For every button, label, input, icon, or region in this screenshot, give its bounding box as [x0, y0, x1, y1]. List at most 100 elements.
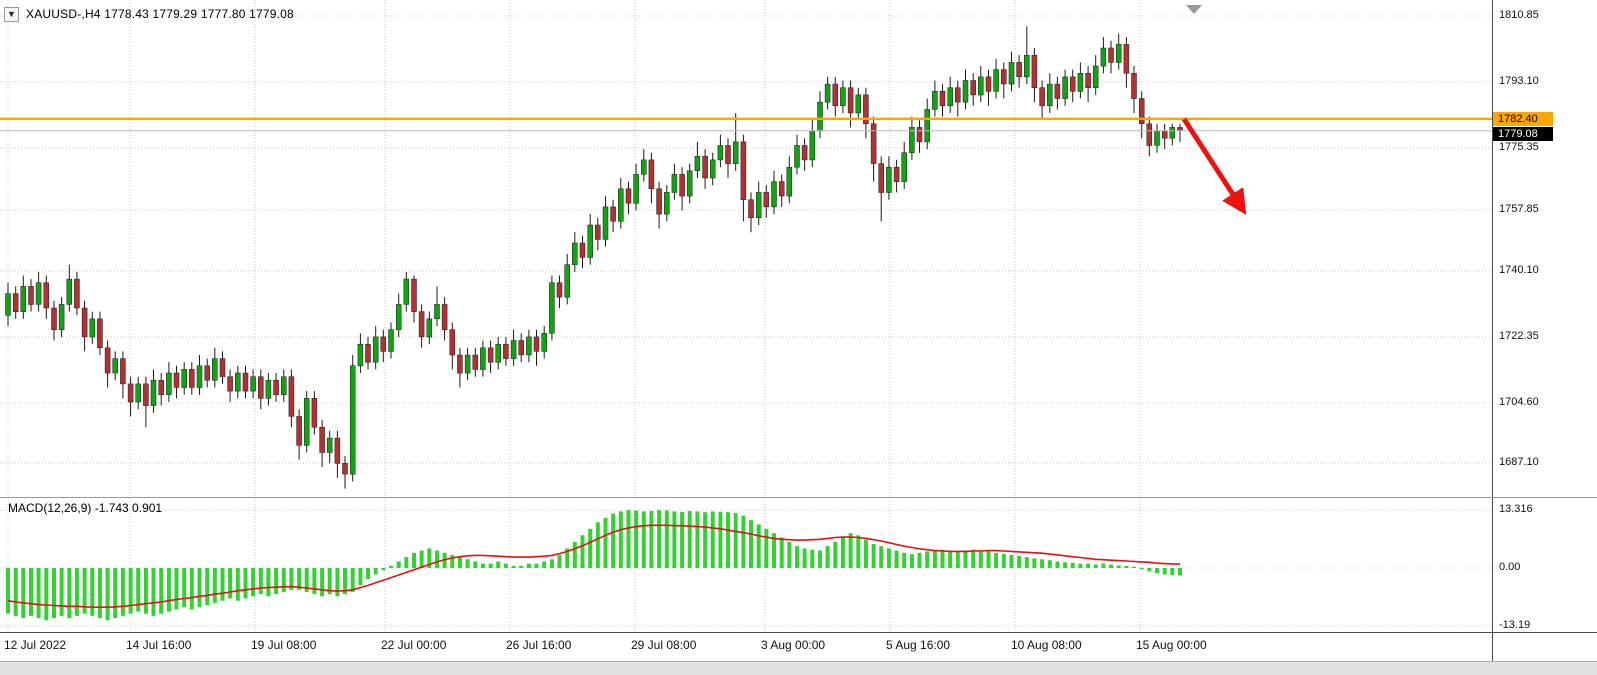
- macd-histogram-bar: [1032, 558, 1037, 568]
- candle-body: [564, 264, 570, 298]
- macd-histogram-bar: [496, 561, 501, 568]
- candle-body: [1054, 83, 1061, 99]
- time-axis-border: [0, 632, 1597, 633]
- macd-histogram-bar: [404, 557, 409, 568]
- candle-body: [817, 101, 823, 132]
- macd-histogram-bar: [450, 554, 455, 568]
- macd-histogram-bar: [871, 544, 876, 568]
- candle-body: [694, 156, 701, 171]
- macd-histogram-bar: [863, 539, 868, 568]
- macd-histogram-bar: [105, 568, 110, 621]
- candle-body: [434, 304, 440, 320]
- macd-histogram-bar: [779, 537, 784, 568]
- candle-body: [43, 282, 50, 309]
- macd-histogram-bar: [82, 568, 87, 614]
- macd-histogram-bar: [626, 510, 631, 568]
- candle-body: [58, 304, 65, 330]
- macd-histogram-bar: [1009, 554, 1014, 568]
- candle-body: [487, 347, 494, 363]
- time-axis[interactable]: 12 Jul 2022 14 Jul 16:00 19 Jul 08:00 22 Ju…: [0, 633, 1492, 660]
- macd-histogram-bar: [840, 537, 845, 568]
- candle-body: [518, 340, 524, 356]
- price-axis[interactable]: 1810.85 1793.10 1775.35 1757.85 1740.10 1722.…: [1493, 0, 1597, 661]
- candle-body: [993, 69, 999, 92]
- macd-axis-label: 13.316: [1499, 503, 1533, 515]
- candle-body: [5, 293, 11, 316]
- candle-body: [717, 145, 724, 161]
- macd-histogram-bar: [389, 565, 393, 568]
- candle-body: [1062, 76, 1068, 99]
- macd-histogram-bar: [856, 535, 861, 568]
- macd-histogram-bar: [565, 548, 570, 568]
- macd-histogram-bar: [848, 533, 853, 568]
- candle-body: [181, 369, 187, 388]
- macd-histogram-bar: [136, 568, 141, 612]
- candle-body: [947, 87, 953, 107]
- candle-body: [602, 206, 609, 240]
- candle-body: [227, 376, 233, 392]
- macd-panel-separator[interactable]: [0, 497, 1597, 498]
- macd-histogram-bar: [396, 561, 401, 568]
- candle-body: [457, 354, 463, 374]
- candle-body: [1092, 65, 1099, 88]
- symbol-dropdown-icon[interactable]: ▼: [4, 6, 19, 22]
- macd-histogram-bar: [1040, 559, 1045, 568]
- macd-histogram-bar: [480, 563, 485, 568]
- macd-histogram-bar: [526, 563, 531, 568]
- macd-histogram-bar: [710, 511, 715, 568]
- candle-body: [372, 336, 379, 363]
- macd-histogram-bar: [205, 568, 210, 605]
- macd-histogram-bar: [373, 568, 378, 575]
- candle-body: [449, 329, 456, 356]
- candle-body: [916, 127, 923, 143]
- macd-histogram-bar: [1147, 568, 1152, 572]
- macd-histogram-bar: [189, 568, 194, 610]
- macd-histogram-bar: [44, 568, 49, 621]
- candle-body: [35, 282, 42, 305]
- macd-histogram-bar: [680, 511, 685, 568]
- macd-histogram-bar: [120, 568, 125, 616]
- candle-body: [1154, 130, 1160, 146]
- candle-body: [357, 343, 364, 367]
- macd-histogram-bar: [36, 568, 41, 619]
- candle-body: [196, 365, 203, 388]
- candle-body: [28, 286, 34, 305]
- macd-histogram-bar: [427, 548, 432, 568]
- price-axis-label: 1740.10: [1499, 264, 1539, 276]
- candle-body: [763, 192, 770, 208]
- macd-histogram-bar: [366, 568, 370, 579]
- macd-histogram-bar: [932, 550, 937, 568]
- macd-histogram-bar: [894, 550, 899, 568]
- time-axis-label: 14 Jul 16:00: [126, 638, 192, 652]
- candle-body: [472, 354, 479, 370]
- candle-body: [1039, 87, 1045, 107]
- chart-header: ▼ XAUUSD-,H4 1778.43 1779.29 1777.80 177…: [4, 5, 294, 23]
- candle-body: [633, 174, 639, 204]
- macd-histogram-bar: [764, 528, 769, 568]
- candle-body: [901, 152, 907, 182]
- candle-body: [143, 383, 149, 406]
- macd-histogram-bar: [6, 568, 10, 614]
- macd-histogram-bar: [312, 568, 317, 595]
- candle-body: [794, 145, 800, 168]
- candle-body: [242, 372, 249, 392]
- price-axis-label: 1793.10: [1499, 75, 1539, 87]
- macd-histogram-bar: [940, 549, 945, 568]
- macd-histogram-bar: [879, 546, 884, 568]
- candle-body: [855, 94, 862, 114]
- macd-histogram-bar: [657, 510, 662, 568]
- candle-body: [120, 358, 126, 385]
- macd-histogram-bar: [756, 524, 761, 568]
- macd-histogram-bar: [986, 551, 991, 568]
- candle-body: [832, 83, 839, 107]
- macd-histogram-bar: [634, 510, 639, 568]
- candle-body: [250, 376, 256, 392]
- candle-body: [66, 278, 73, 305]
- current-price-badge: 1779.08: [1493, 127, 1553, 141]
- candle-body: [924, 109, 930, 143]
- candle-body: [1069, 76, 1076, 92]
- macd-histogram-bar: [825, 546, 830, 568]
- candle-body: [89, 318, 96, 338]
- macd-histogram-bar: [258, 568, 263, 595]
